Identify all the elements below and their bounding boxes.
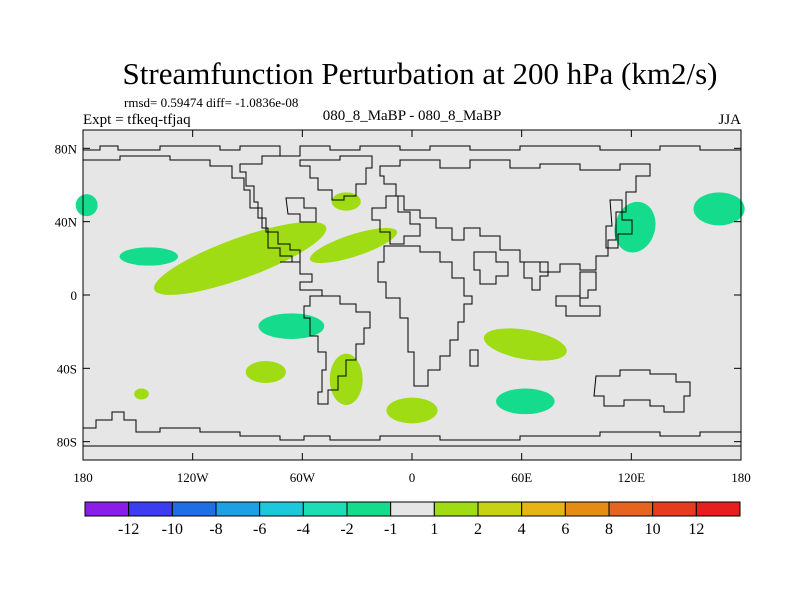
colorbar-label: 6: [561, 521, 569, 538]
colorbar-swatch: [171, 501, 217, 517]
anomaly-layer: [75, 192, 745, 424]
colorbar-swatch: [433, 501, 479, 517]
x-tick-label: 60W: [290, 470, 316, 485]
coastline-africa: [377, 245, 473, 387]
colorbar-label: 8: [605, 521, 613, 538]
coastline-antarctica: [83, 411, 741, 441]
colorbar-label: -4: [297, 521, 310, 538]
colorbar-swatch: [259, 501, 304, 517]
map-panel: 180 120W 60W 0 60E 120E 180 80N 40N 0 40S 80S: [55, 129, 751, 485]
colorbar-label: 10: [645, 521, 661, 538]
colorbar-swatch: [302, 501, 348, 517]
colorbar-label: -6: [253, 521, 266, 538]
coastlines: [83, 145, 741, 447]
x-tick-label: 0: [409, 470, 416, 485]
coastline-australia: [593, 369, 691, 413]
axis-ticks: [82, 130, 742, 460]
colorbar-swatch: [84, 501, 130, 517]
colorbar-label: -8: [209, 521, 222, 538]
coastline-east-asia: [605, 199, 633, 249]
coastline-madagascar: [469, 349, 479, 367]
colorbar-label: 2: [474, 521, 482, 538]
coastline-south-america: [303, 295, 371, 405]
colorbar: -12 -10 -8 -6 -4 -2 -1 1 2 4 6 8 10 12: [84, 501, 741, 538]
colorbar-swatch: [521, 501, 566, 517]
anomaly-region-13: [614, 201, 656, 253]
colorbar-swatch: [608, 501, 654, 517]
y-tick-label: 0: [71, 288, 78, 303]
anomaly-region-5: [331, 192, 361, 211]
anomaly-region-12: [496, 388, 555, 415]
experiment-label: Expt = tfkeq-tfjaq: [83, 112, 191, 128]
anomaly-region-11: [483, 328, 567, 361]
anomaly-region-1: [75, 194, 98, 217]
coastline-hudson: [285, 197, 317, 223]
colorbar-swatch: [695, 501, 741, 517]
anomaly-region-4: [309, 227, 398, 264]
coastline-north-polar: [83, 145, 741, 157]
coastline-greenland: [299, 155, 373, 201]
y-tick-labels: 80N 40N 0 40S 80S: [55, 141, 78, 449]
chart-title: Streamfunction Perturbation at 200 hPa (…: [123, 56, 718, 91]
colorbar-swatch: [652, 501, 697, 517]
anomaly-region-14: [693, 192, 745, 226]
x-tick-label: 120W: [177, 470, 210, 485]
colorbar-swatch: [564, 501, 610, 517]
stats-label: rmsd= 0.59474 diff= -1.0836e-08: [124, 95, 298, 110]
coastline-north-america: [83, 155, 301, 263]
colorbar-labels: -12 -10 -8 -6 -4 -2 -1 1 2 4 6 8 10 12: [118, 521, 704, 538]
colorbar-label: -2: [340, 521, 353, 538]
case-label: 080_8_MaBP - 080_8_MaBP: [323, 108, 502, 124]
anomaly-region-7: [245, 361, 286, 383]
y-tick-label: 80N: [55, 141, 78, 156]
colorbar-label: 4: [518, 521, 526, 538]
y-tick-label: 40S: [57, 361, 77, 376]
colorbar-swatch: [346, 501, 392, 517]
anomaly-region-6: [258, 313, 325, 339]
colorbar-label: 12: [688, 521, 704, 538]
coastline-central-america: [280, 261, 323, 296]
colorbar-label: -1: [384, 521, 397, 538]
colorbar-label: -12: [118, 521, 139, 538]
colorbar-swatch: [128, 501, 173, 517]
y-tick-label: 80S: [57, 435, 77, 450]
colorbar-swatch: [390, 501, 435, 517]
coastline-arabia: [473, 251, 509, 285]
colorbar-swatch: [215, 501, 261, 517]
colorbar-boxes: [84, 501, 741, 517]
x-tick-label: 120E: [618, 470, 646, 485]
colorbar-label: -10: [162, 521, 183, 538]
anomaly-region-2: [119, 247, 179, 266]
x-tick-labels: 180 120W 60W 0 60E 120E 180: [73, 470, 751, 485]
anomaly-region-3: [154, 221, 327, 295]
anomaly-region-8: [134, 388, 149, 400]
season-label: JJA: [718, 112, 741, 128]
y-tick-label: 40N: [55, 215, 78, 230]
colorbar-swatch: [477, 501, 523, 517]
coastline-europe: [371, 195, 421, 245]
coastline-southeast-asia: [555, 271, 601, 317]
x-tick-label: 60E: [511, 470, 532, 485]
anomaly-region-9: [329, 353, 363, 406]
colorbar-label: 1: [430, 521, 438, 538]
coastline-india: [523, 261, 549, 291]
x-tick-label: 180: [73, 470, 93, 485]
x-tick-label: 180: [731, 470, 751, 485]
anomaly-region-10: [386, 397, 438, 424]
coastline-eurasia: [379, 159, 651, 273]
